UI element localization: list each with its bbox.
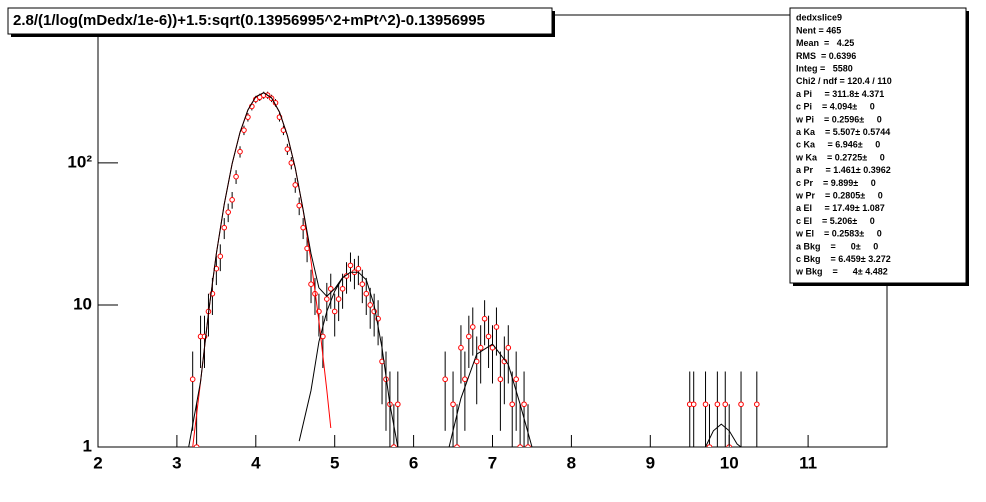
- stats-line: w Ka = 0.2725± 0: [795, 152, 885, 162]
- data-point: [331, 308, 338, 315]
- data-point: [233, 173, 239, 180]
- data-point: [477, 344, 484, 351]
- plot-area: [188, 91, 760, 447]
- stats-line: Integ = 5580: [796, 63, 853, 73]
- x-tick-label: 3: [172, 453, 181, 472]
- x-tick-label: 6: [409, 453, 418, 472]
- data-point: [308, 281, 314, 288]
- data-point: [284, 146, 291, 152]
- data-point: [193, 444, 200, 447]
- data-point: [324, 296, 330, 302]
- x-tick-label: 10: [720, 453, 739, 472]
- stats-line: a El = 17.49± 1.087: [796, 203, 885, 213]
- data-point: [690, 401, 697, 408]
- data-point: [225, 209, 231, 215]
- data-point: [509, 401, 516, 408]
- data-point: [513, 376, 519, 383]
- data-point: [497, 376, 504, 383]
- stats-line: w Pi = 0.2596± 0: [795, 114, 882, 124]
- data-point: [714, 401, 721, 408]
- data-point: [217, 253, 224, 260]
- data-point: [458, 344, 464, 351]
- stats-line: w Pr = 0.2805± 0: [795, 190, 883, 200]
- title-box: [7, 7, 553, 35]
- chart-title: 2.8/(1/log(mDedx/1e-6))+1.5:sqrt(0.13956…: [13, 12, 485, 29]
- stats-line: Nent = 465: [796, 25, 841, 35]
- data-point: [237, 148, 243, 155]
- data-point: [229, 196, 235, 203]
- data-point: [335, 296, 342, 302]
- x-tick-label: 7: [488, 453, 497, 472]
- stats-line: w Bkg = 4± 4.482: [795, 267, 888, 277]
- data-point: [395, 401, 401, 408]
- data-point: [391, 444, 397, 447]
- data-point: [485, 333, 492, 340]
- data-point: [339, 285, 346, 292]
- stats-line: c Pi = 4.094± 0: [796, 102, 875, 112]
- y-tick-label: 10: [73, 294, 92, 313]
- stats-line: w El = 0.2583± 0: [795, 229, 882, 239]
- data-point: [347, 262, 354, 269]
- data-point: [722, 401, 729, 408]
- x-tick-label: 4: [251, 453, 261, 472]
- x-tick-label: 11: [799, 453, 817, 472]
- data-point: [454, 444, 460, 447]
- data-point: [738, 401, 744, 408]
- stats-line: a Ka = 5.507± 0.5744: [796, 127, 890, 137]
- data-point: [359, 281, 366, 288]
- x-tick-label: 8: [567, 453, 576, 472]
- data-point: [481, 315, 488, 322]
- stats-line: RMS = 0.6396: [796, 51, 856, 61]
- stats-title: dedxslice9: [796, 12, 842, 22]
- data-point: [469, 324, 476, 330]
- data-point: [521, 401, 527, 408]
- data-point: [327, 285, 334, 292]
- stats-lines: Nent = 465 Mean = 4.25 RMS = 0.6396 Integ =…: [795, 25, 892, 276]
- data-point: [442, 376, 448, 383]
- y-tick-label: 10²: [67, 152, 92, 171]
- data-point: [189, 376, 196, 383]
- data-point: [702, 401, 709, 408]
- data-point: [296, 202, 302, 209]
- data-point: [466, 333, 472, 340]
- stats-line: a Pi = 311.8± 4.371: [796, 89, 884, 99]
- data-point: [525, 444, 531, 447]
- data-point: [292, 182, 299, 188]
- data-point: [517, 444, 523, 447]
- data-point: [505, 344, 512, 351]
- x-tick-label: 9: [646, 453, 655, 472]
- data-point: [754, 401, 760, 408]
- stats-line: a Bkg = 0± 0: [796, 241, 878, 251]
- stats-line: Chi2 / ndf = 120.4 / 110: [796, 76, 892, 86]
- stats-line: c El = 5.206± 0: [796, 216, 875, 226]
- data-point: [241, 127, 247, 133]
- stats-line: a Pr = 1.461± 0.3962: [796, 165, 891, 175]
- data-point: [288, 160, 295, 166]
- data-point: [300, 224, 306, 231]
- stats-box: [789, 7, 967, 284]
- data-point: [221, 224, 228, 231]
- data-point: [462, 376, 468, 383]
- x-tick-label: 5: [330, 453, 339, 472]
- stats-line: c Pr = 9.899± 0: [796, 178, 876, 188]
- stats-line: c Bkg = 6.459± 3.272: [796, 254, 891, 264]
- stats-line: Mean = 4.25: [796, 38, 854, 48]
- y-tick-label: 1: [83, 436, 92, 455]
- fit-curve: [188, 92, 742, 447]
- data-point: [493, 324, 500, 330]
- data-point: [450, 401, 456, 408]
- data-point: [367, 302, 374, 308]
- data-point: [706, 444, 713, 447]
- data-point: [363, 290, 370, 297]
- stats-line: c Ka = 6.946± 0: [796, 140, 880, 150]
- data-point: [355, 265, 362, 272]
- x-tick-label: 2: [93, 453, 102, 472]
